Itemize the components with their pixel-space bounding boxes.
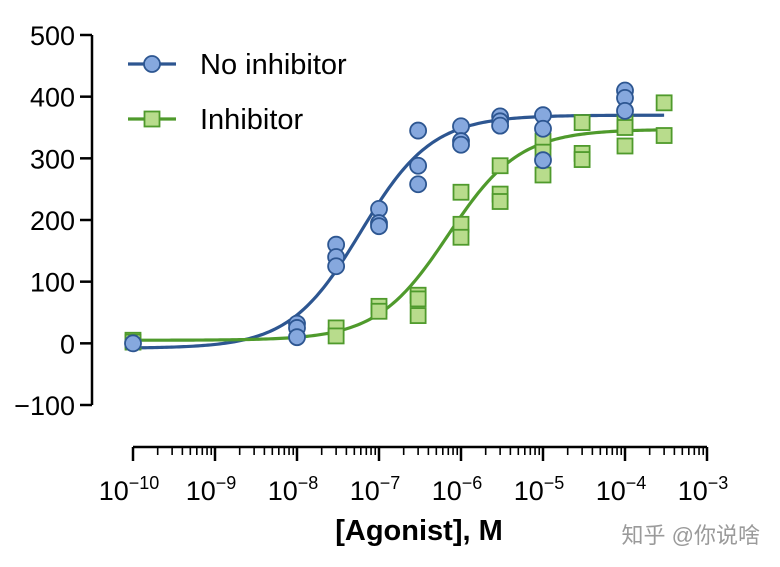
data-points (124, 81, 673, 353)
x-axis: 10−10 10−9 10−8 10−7 10−6 10−5 10−4 10−3 (99, 445, 729, 506)
y-axis: −100 0 100 200 300 400 500 (14, 21, 94, 421)
x-tick-label: 10−9 (186, 473, 237, 506)
point-series-1 (409, 156, 428, 175)
x-tick-label: 10−7 (350, 473, 401, 506)
point-series-2 (655, 94, 673, 112)
x-tick-label: 10−4 (596, 473, 647, 506)
x-tick-label: 10−8 (268, 473, 319, 506)
y-tick-label: 400 (30, 83, 75, 113)
x-tick-label: 10−5 (514, 473, 565, 506)
point-series-1 (124, 334, 142, 353)
point-series-1 (288, 328, 306, 347)
watermark: 知乎 @你说啥 (622, 523, 760, 548)
point-series-1 (370, 217, 388, 236)
point-series-2 (655, 127, 673, 144)
x-tick-label: 10−10 (99, 473, 160, 506)
x-axis-label: [Agonist], M (335, 515, 503, 547)
point-series-1 (534, 151, 552, 170)
y-tick-label: 500 (30, 21, 75, 51)
fit-curve-series-2 (133, 128, 665, 342)
point-series-1 (534, 119, 552, 138)
y-tick-label: 0 (60, 329, 75, 359)
point-series-2 (409, 307, 427, 324)
point-series-1 (327, 257, 346, 276)
x-tick-label: 10−6 (432, 473, 483, 506)
point-series-2 (491, 193, 509, 210)
point-series-2 (327, 327, 345, 345)
point-series-1 (452, 117, 470, 136)
point-series-2 (573, 114, 591, 131)
point-series-1 (409, 121, 428, 140)
y-tick-label: 200 (30, 206, 75, 236)
y-tick-label: −100 (14, 391, 75, 421)
point-series-1 (491, 116, 510, 135)
point-series-2 (452, 228, 470, 246)
point-series-2 (534, 166, 552, 184)
point-series-1 (409, 175, 428, 194)
point-series-2 (409, 290, 427, 308)
point-series-2 (452, 183, 470, 201)
legend-marker-series-1 (143, 55, 161, 73)
point-series-2 (491, 157, 509, 175)
legend-marker-series-2 (143, 110, 161, 128)
y-tick-label: 100 (30, 268, 75, 298)
point-series-2 (370, 302, 388, 320)
point-series-2 (616, 119, 634, 136)
legend-label-series-2: Inhibitor (200, 104, 304, 136)
x-tick-label: 10−3 (678, 473, 729, 506)
legend: No inhibitor Inhibitor (128, 49, 347, 136)
point-series-2 (616, 137, 634, 155)
point-series-1 (616, 101, 634, 120)
legend-label-series-1: No inhibitor (200, 49, 347, 81)
point-series-1 (452, 135, 470, 154)
y-tick-label: 300 (30, 144, 75, 174)
point-series-2 (573, 151, 591, 168)
